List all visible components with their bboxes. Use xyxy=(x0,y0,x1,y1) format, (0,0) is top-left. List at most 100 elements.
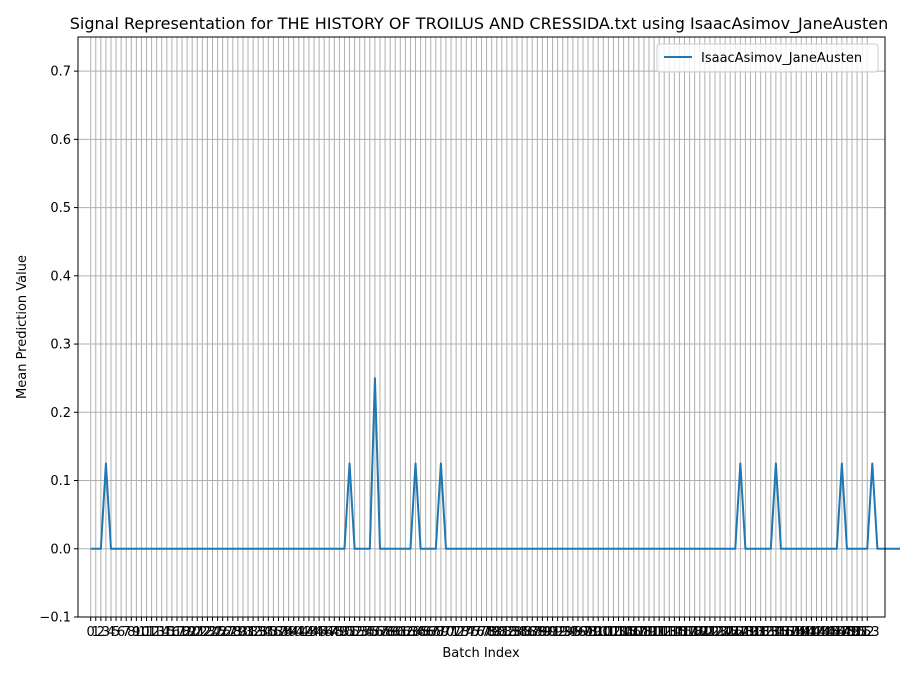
y-tick-label: 0.1 xyxy=(50,474,71,489)
x-tick-label: 125 xyxy=(713,625,738,640)
x-tick-label: 25 xyxy=(209,625,226,640)
x-tick-label: 134 xyxy=(758,625,783,640)
x-tick-label: 118 xyxy=(677,625,702,640)
x-tick-label: 128 xyxy=(728,625,753,640)
x-tick-label: 93 xyxy=(554,625,571,640)
x-tick-label: 113 xyxy=(652,625,677,640)
x-tick-label: 129 xyxy=(733,625,758,640)
x-tick-label: 4 xyxy=(107,625,115,640)
x-tick-label: 112 xyxy=(647,625,672,640)
x-tick-label: 51 xyxy=(341,625,358,640)
x-tick-label: 35 xyxy=(260,625,277,640)
x-tick-label: 44 xyxy=(306,625,323,640)
x-tick-label: 89 xyxy=(534,625,551,640)
x-tick-label: 122 xyxy=(697,625,722,640)
x-tick-label: 141 xyxy=(794,625,819,640)
legend-label: IsaacAsimov_JaneAusten xyxy=(701,51,862,66)
x-tick-label: 55 xyxy=(362,625,379,640)
x-tick-label: 78 xyxy=(478,625,495,640)
x-tick-label: 72 xyxy=(448,625,465,640)
x-tick-label: 80 xyxy=(488,625,505,640)
x-tick-label: 91 xyxy=(544,625,561,640)
y-tick-label: 0.3 xyxy=(50,338,71,353)
x-tick-label: 45 xyxy=(311,625,328,640)
grid xyxy=(78,37,885,618)
x-tick-label: 63 xyxy=(402,625,419,640)
x-tick-label: 24 xyxy=(204,625,221,640)
x-tick-label: 36 xyxy=(265,625,282,640)
x-tick-label: 139 xyxy=(784,625,809,640)
x-tick-label: 33 xyxy=(250,625,267,640)
x-tick-label: 123 xyxy=(703,625,728,640)
x-tick-label: 76 xyxy=(468,625,485,640)
x-tick-label: 20 xyxy=(184,625,201,640)
x-axis: 0123456789101112131415161718192021222324… xyxy=(87,617,880,640)
x-tick-label: 47 xyxy=(321,625,338,640)
x-tick-label: 143 xyxy=(804,625,829,640)
x-tick-label: 68 xyxy=(428,625,445,640)
x-tick-label: 48 xyxy=(326,625,343,640)
x-tick-label: 41 xyxy=(291,625,308,640)
x-tick-label: 152 xyxy=(850,625,875,640)
x-tick-label: 90 xyxy=(539,625,556,640)
x-tick-label: 42 xyxy=(296,625,313,640)
x-tick-label: 99 xyxy=(585,625,602,640)
x-tick-label: 11 xyxy=(138,625,155,640)
y-tick-label: 0.0 xyxy=(50,542,71,557)
x-tick-label: 85 xyxy=(514,625,531,640)
x-tick-label: 101 xyxy=(591,625,616,640)
chart-title: Signal Representation for THE HISTORY OF… xyxy=(70,14,888,34)
x-tick-label: 151 xyxy=(845,625,870,640)
x-tick-label: 30 xyxy=(235,625,252,640)
x-tick-label: 6 xyxy=(117,625,125,640)
x-tick-label: 142 xyxy=(799,625,824,640)
x-tick-label: 21 xyxy=(189,625,206,640)
x-tick-label: 52 xyxy=(346,625,363,640)
x-tick-label: 107 xyxy=(621,625,646,640)
series-layer xyxy=(90,377,900,550)
x-tick-label: 117 xyxy=(672,625,697,640)
x-tick-label: 13 xyxy=(148,625,165,640)
x-tick-label: 150 xyxy=(840,625,865,640)
x-tick-label: 119 xyxy=(682,625,707,640)
x-tick-label: 22 xyxy=(194,625,211,640)
x-tick-label: 109 xyxy=(632,625,657,640)
x-tick-label: 97 xyxy=(575,625,592,640)
x-tick-label: 88 xyxy=(529,625,546,640)
x-tick-label: 137 xyxy=(774,625,799,640)
x-tick-label: 83 xyxy=(504,625,521,640)
x-tick-label: 126 xyxy=(718,625,743,640)
x-tick-label: 73 xyxy=(453,625,470,640)
x-tick-label: 56 xyxy=(367,625,384,640)
x-tick-label: 136 xyxy=(769,625,794,640)
x-tick-label: 57 xyxy=(372,625,389,640)
x-tick-label: 149 xyxy=(835,625,860,640)
x-tick-label: 53 xyxy=(351,625,368,640)
x-tick-label: 19 xyxy=(179,625,196,640)
legend: IsaacAsimov_JaneAusten xyxy=(656,43,879,73)
legend-box xyxy=(656,43,879,73)
x-tick-label: 146 xyxy=(819,625,844,640)
x-tick-label: 130 xyxy=(738,625,763,640)
x-tick-label: 102 xyxy=(596,625,621,640)
x-tick-label: 87 xyxy=(524,625,541,640)
x-tick-label: 37 xyxy=(270,625,287,640)
x-tick-label: 18 xyxy=(174,625,191,640)
y-tick-label: 0.5 xyxy=(50,201,71,216)
x-tick-label: 108 xyxy=(626,625,651,640)
x-tick-label: 23 xyxy=(199,625,216,640)
x-tick-label: 71 xyxy=(443,625,460,640)
x-tick-label: 81 xyxy=(494,625,511,640)
x-tick-label: 121 xyxy=(692,625,717,640)
x-tick-label: 50 xyxy=(336,625,353,640)
x-tick-label: 12 xyxy=(143,625,160,640)
x-tick-label: 27 xyxy=(219,625,236,640)
x-tick-label: 17 xyxy=(169,625,186,640)
x-tick-label: 79 xyxy=(483,625,500,640)
x-tick-label: 94 xyxy=(560,625,577,640)
x-tick-label: 61 xyxy=(392,625,409,640)
x-tick-label: 86 xyxy=(519,625,536,640)
x-axis-label: Batch Index xyxy=(442,646,520,661)
